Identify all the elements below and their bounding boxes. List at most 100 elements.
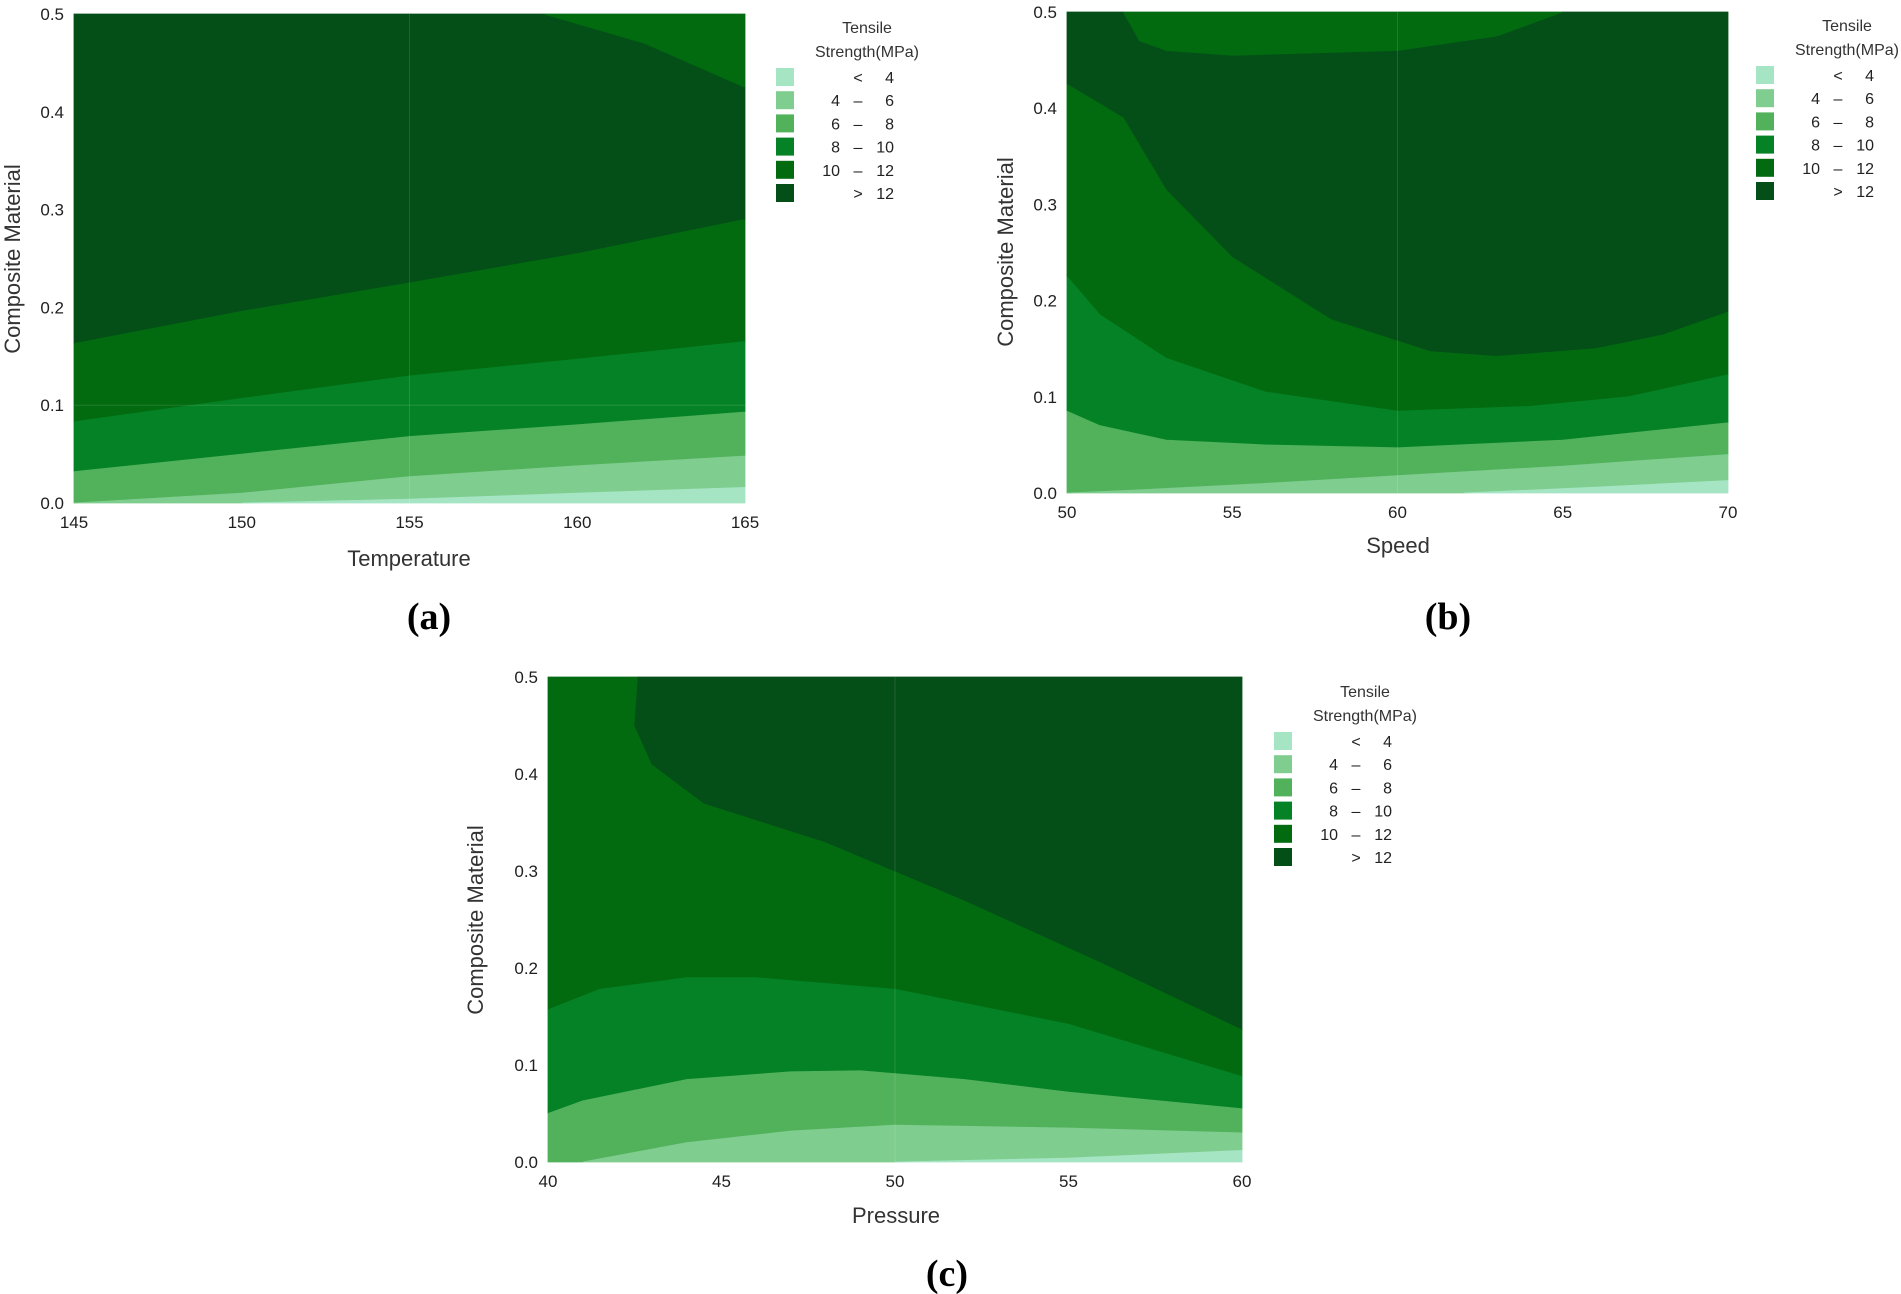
- legend-range-separator: <: [1351, 734, 1360, 751]
- legend-range-high: 12: [876, 163, 894, 180]
- panel-a: 145 150 155 160 165 0.0 0.1 0.2 0.3 0.4 0.5 Tempe…: [0, 5, 919, 638]
- legend-range-high: 4: [885, 70, 894, 87]
- y-tick-label: 0.3: [514, 862, 538, 881]
- legend-range-separator: –: [1352, 827, 1361, 844]
- contour-region-1: [1463, 480, 1729, 494]
- panel-c-y-tick-labels: 0.0 0.1 0.2 0.3 0.4 0.5: [514, 668, 538, 1172]
- legend-range-separator: –: [854, 163, 863, 180]
- legend-swatch: [776, 160, 794, 179]
- panel-a-x-tick-labels: 145 150 155 160 165: [60, 513, 759, 532]
- legend-swatch: [776, 184, 794, 202]
- contour-region-5: [543, 13, 746, 89]
- legend-swatch: [1274, 824, 1292, 843]
- legend-range-separator: –: [1834, 114, 1843, 131]
- y-tick-label: 0.4: [40, 103, 64, 122]
- legend-range-separator: –: [1834, 161, 1843, 178]
- panel-b-y-axis-title: Composite Material: [993, 157, 1018, 347]
- panel-a-y-axis-title: Composite Material: [0, 164, 25, 354]
- legend-range-low: 4: [1329, 757, 1338, 774]
- y-tick-label: 0.1: [40, 396, 64, 415]
- panel-b: 50 55 60 65 70 0.0 0.1 0.2 0.3 0.4 0.5 Speed Comp…: [993, 3, 1899, 638]
- y-tick-label: 0.2: [1033, 292, 1057, 311]
- y-tick-label: 0.5: [1033, 3, 1057, 22]
- contour-region-6: [634, 676, 1243, 1030]
- legend-range-high: 4: [1383, 734, 1392, 751]
- x-tick-label: 70: [1719, 503, 1738, 522]
- legend-title-line-1: Tensile: [1340, 684, 1390, 701]
- legend-title-line-1: Tensile: [1822, 18, 1872, 35]
- legend-range-high: 12: [1856, 184, 1874, 201]
- legend-range-high: 12: [1374, 827, 1392, 844]
- x-tick-label: 160: [563, 513, 591, 532]
- y-tick-label: 0.0: [40, 494, 64, 513]
- panel-b-y-tick-labels: 0.0 0.1 0.2 0.3 0.4 0.5: [1033, 3, 1057, 503]
- legend-range-separator: –: [854, 140, 863, 157]
- legend-title-line-2: Strength(MPa): [815, 44, 919, 61]
- legend-range-high: 12: [876, 186, 894, 203]
- x-tick-label: 60: [1233, 1172, 1252, 1191]
- x-tick-label: 40: [539, 1172, 558, 1191]
- legend-swatch: [1756, 66, 1774, 84]
- x-tick-label: 55: [1059, 1172, 1078, 1191]
- legend-range-high: 8: [1865, 114, 1874, 131]
- panel-b-label: (b): [1425, 596, 1471, 638]
- legend-range-high: 10: [1374, 804, 1392, 821]
- legend-swatch: [776, 68, 794, 86]
- legend-range-separator: –: [854, 93, 863, 110]
- x-tick-label: 50: [886, 1172, 905, 1191]
- legend-range-low: 8: [831, 140, 840, 157]
- y-tick-label: 0.1: [514, 1056, 538, 1075]
- legend-swatch: [776, 91, 794, 110]
- contour-region-1: [241, 486, 746, 504]
- legend-range-separator: –: [1352, 780, 1361, 797]
- x-tick-label: 155: [395, 513, 423, 532]
- panel-b-contour-regions: [1066, 11, 1729, 494]
- legend-range-high: 10: [1856, 138, 1874, 155]
- y-tick-label: 0.1: [1033, 388, 1057, 407]
- panel-b-x-axis-title: Speed: [1366, 533, 1430, 558]
- panel-c-x-tick-labels: 40 45 50 55 60: [539, 1172, 1252, 1191]
- y-tick-label: 0.5: [40, 5, 64, 24]
- panel-c-label: (c): [926, 1253, 968, 1294]
- legend-range-separator: <: [853, 70, 862, 87]
- legend-swatch: [1756, 158, 1774, 177]
- contour-region-1: [894, 1149, 1243, 1163]
- y-tick-label: 0.0: [514, 1153, 538, 1172]
- panel-c: 40 45 50 55 60 0.0 0.1 0.2 0.3 0.4 0.5 Pressure C…: [463, 668, 1417, 1294]
- x-tick-label: 60: [1388, 503, 1407, 522]
- legend-range-low: 6: [831, 116, 840, 133]
- legend-swatch: [1274, 801, 1292, 820]
- contour-region-5: [1122, 11, 1563, 56]
- legend-range-high: 8: [885, 116, 894, 133]
- legend-range-separator: –: [1352, 757, 1361, 774]
- y-tick-label: 0.3: [1033, 195, 1057, 214]
- legend-range-low: 4: [831, 93, 840, 110]
- y-tick-label: 0.2: [514, 959, 538, 978]
- panel-a-label: (a): [407, 596, 451, 638]
- legend-range-separator: –: [1834, 138, 1843, 155]
- x-tick-label: 50: [1058, 503, 1077, 522]
- legend-range-low: 8: [1811, 138, 1820, 155]
- y-tick-label: 0.0: [1033, 484, 1057, 503]
- legend-range-separator: –: [1352, 804, 1361, 821]
- legend-swatch: [776, 137, 794, 156]
- x-tick-label: 55: [1223, 503, 1242, 522]
- legend-swatch: [1756, 135, 1774, 154]
- legend-range-high: 6: [1383, 757, 1392, 774]
- legend-range-low: 8: [1329, 804, 1338, 821]
- panel-c-x-axis-title: Pressure: [852, 1203, 940, 1228]
- legend-swatch: [1274, 848, 1292, 866]
- panel-a-x-axis-title: Temperature: [347, 546, 471, 571]
- legend-swatch: [1756, 182, 1774, 200]
- legend-range-low: 4: [1811, 91, 1820, 108]
- y-tick-label: 0.3: [40, 201, 64, 220]
- y-tick-label: 0.4: [514, 765, 538, 784]
- legend-swatch: [1756, 112, 1774, 131]
- legend-range-high: 6: [885, 93, 894, 110]
- panel-b-x-tick-labels: 50 55 60 65 70: [1058, 503, 1738, 522]
- panel-a-gridlines: [74, 14, 745, 503]
- panel-c-y-axis-title: Composite Material: [463, 825, 488, 1015]
- legend-range-separator: –: [1834, 91, 1843, 108]
